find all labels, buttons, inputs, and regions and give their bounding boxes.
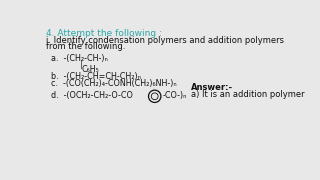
Text: from the following.: from the following. bbox=[46, 42, 125, 51]
Text: -CO-)ₙ: -CO-)ₙ bbox=[163, 91, 187, 100]
Text: i. Identify condensation polymers and addition polymers: i. Identify condensation polymers and ad… bbox=[46, 36, 284, 45]
Text: b.  -(CH₂-CH=CH-CH₂)ₙ: b. -(CH₂-CH=CH-CH₂)ₙ bbox=[51, 72, 141, 81]
Text: C₆H₅: C₆H₅ bbox=[82, 66, 100, 75]
Text: c.  -(CO(CH₂)₄-CONH(CH₂)₆NH-)ₙ: c. -(CO(CH₂)₄-CONH(CH₂)₆NH-)ₙ bbox=[51, 79, 176, 88]
Text: |: | bbox=[80, 60, 82, 69]
Text: d.  -(OCH₂-CH₂-O-CO: d. -(OCH₂-CH₂-O-CO bbox=[51, 91, 133, 100]
Text: 4. Attempt the following :: 4. Attempt the following : bbox=[46, 29, 162, 38]
Text: a) It is an addition polymer: a) It is an addition polymer bbox=[191, 90, 305, 99]
Text: a.  -(CH₂-CH-)ₙ: a. -(CH₂-CH-)ₙ bbox=[51, 54, 108, 63]
Text: Answer:-: Answer:- bbox=[191, 83, 233, 92]
